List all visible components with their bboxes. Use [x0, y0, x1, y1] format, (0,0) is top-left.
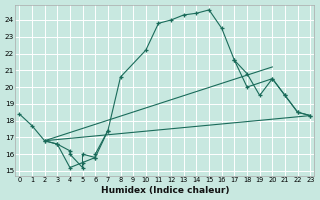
X-axis label: Humidex (Indice chaleur): Humidex (Indice chaleur) — [100, 186, 229, 195]
